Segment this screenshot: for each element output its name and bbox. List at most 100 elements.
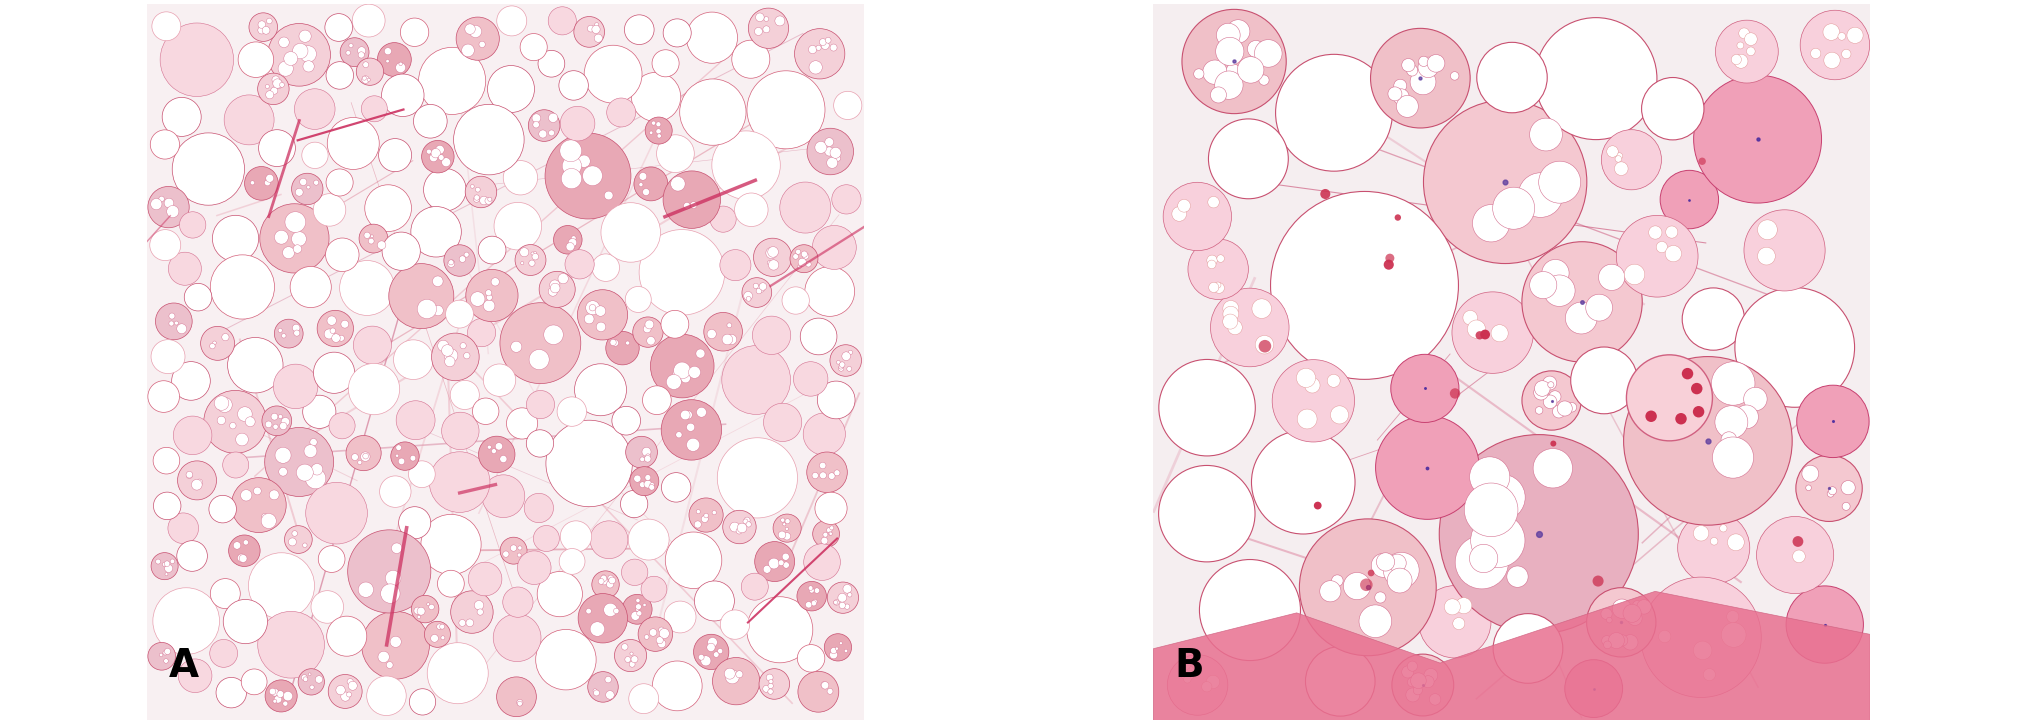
- Circle shape: [1721, 525, 1727, 532]
- Circle shape: [821, 681, 829, 689]
- Circle shape: [831, 44, 837, 51]
- Circle shape: [827, 582, 859, 613]
- Circle shape: [815, 492, 847, 524]
- Circle shape: [278, 468, 288, 476]
- Circle shape: [436, 146, 444, 154]
- Circle shape: [631, 656, 637, 662]
- Circle shape: [466, 619, 474, 627]
- Circle shape: [434, 306, 444, 316]
- Circle shape: [345, 693, 351, 699]
- Circle shape: [288, 538, 296, 546]
- Circle shape: [311, 591, 343, 623]
- Circle shape: [432, 333, 480, 381]
- Circle shape: [662, 473, 692, 502]
- Circle shape: [478, 41, 486, 48]
- Circle shape: [1636, 599, 1652, 614]
- Circle shape: [151, 198, 161, 210]
- Circle shape: [593, 690, 599, 696]
- Circle shape: [1727, 534, 1745, 551]
- Circle shape: [839, 362, 845, 368]
- Circle shape: [167, 513, 198, 544]
- Circle shape: [833, 599, 839, 605]
- Circle shape: [292, 324, 301, 332]
- Circle shape: [607, 575, 613, 581]
- Circle shape: [1450, 388, 1460, 399]
- Circle shape: [1823, 24, 1840, 41]
- Circle shape: [442, 158, 450, 167]
- Circle shape: [526, 390, 555, 418]
- Circle shape: [377, 241, 385, 249]
- Circle shape: [839, 602, 845, 609]
- Circle shape: [163, 561, 169, 567]
- Circle shape: [1376, 592, 1386, 603]
- Circle shape: [649, 131, 654, 135]
- Circle shape: [837, 361, 841, 364]
- Circle shape: [783, 523, 787, 526]
- Circle shape: [813, 225, 857, 269]
- Circle shape: [180, 211, 206, 238]
- Circle shape: [282, 247, 294, 258]
- Circle shape: [266, 18, 272, 24]
- Circle shape: [831, 185, 861, 214]
- Circle shape: [637, 611, 641, 616]
- Circle shape: [545, 325, 563, 345]
- Circle shape: [591, 622, 605, 636]
- Circle shape: [643, 635, 649, 639]
- Circle shape: [539, 130, 547, 138]
- Circle shape: [339, 335, 345, 341]
- Circle shape: [466, 269, 518, 321]
- Circle shape: [294, 188, 303, 196]
- Circle shape: [573, 17, 605, 47]
- Circle shape: [720, 250, 750, 281]
- Circle shape: [361, 96, 387, 122]
- Circle shape: [605, 676, 611, 683]
- Circle shape: [819, 462, 827, 469]
- Circle shape: [1626, 355, 1712, 441]
- Circle shape: [177, 541, 208, 571]
- Circle shape: [585, 45, 641, 103]
- Circle shape: [177, 461, 216, 500]
- Circle shape: [849, 350, 853, 355]
- Circle shape: [1735, 287, 1854, 408]
- Circle shape: [1394, 79, 1406, 92]
- Circle shape: [686, 423, 694, 432]
- Circle shape: [815, 141, 827, 153]
- Circle shape: [664, 171, 720, 228]
- Circle shape: [1614, 162, 1628, 175]
- Circle shape: [1666, 245, 1682, 262]
- Circle shape: [1418, 586, 1491, 658]
- Circle shape: [438, 571, 464, 597]
- Circle shape: [1690, 383, 1702, 395]
- Circle shape: [785, 527, 789, 531]
- Circle shape: [159, 196, 163, 202]
- Circle shape: [1462, 311, 1478, 325]
- Circle shape: [635, 604, 641, 610]
- Circle shape: [1388, 87, 1402, 101]
- Circle shape: [212, 215, 258, 261]
- Circle shape: [1392, 654, 1454, 716]
- Circle shape: [766, 261, 773, 265]
- Circle shape: [1827, 490, 1833, 497]
- Circle shape: [805, 602, 813, 608]
- Circle shape: [605, 191, 613, 200]
- Circle shape: [496, 442, 502, 450]
- Circle shape: [290, 266, 331, 308]
- Circle shape: [803, 253, 809, 259]
- Circle shape: [649, 334, 714, 398]
- Circle shape: [825, 634, 851, 661]
- Circle shape: [359, 582, 373, 597]
- Circle shape: [1541, 259, 1569, 287]
- Circle shape: [575, 363, 627, 416]
- Circle shape: [593, 689, 597, 693]
- Circle shape: [559, 274, 569, 284]
- Circle shape: [266, 174, 274, 182]
- Circle shape: [325, 14, 353, 41]
- Circle shape: [1710, 537, 1718, 545]
- Circle shape: [359, 224, 387, 253]
- Circle shape: [484, 300, 494, 311]
- Circle shape: [797, 581, 827, 611]
- Circle shape: [773, 514, 801, 542]
- Circle shape: [361, 76, 369, 83]
- Circle shape: [577, 290, 627, 340]
- Circle shape: [783, 553, 789, 560]
